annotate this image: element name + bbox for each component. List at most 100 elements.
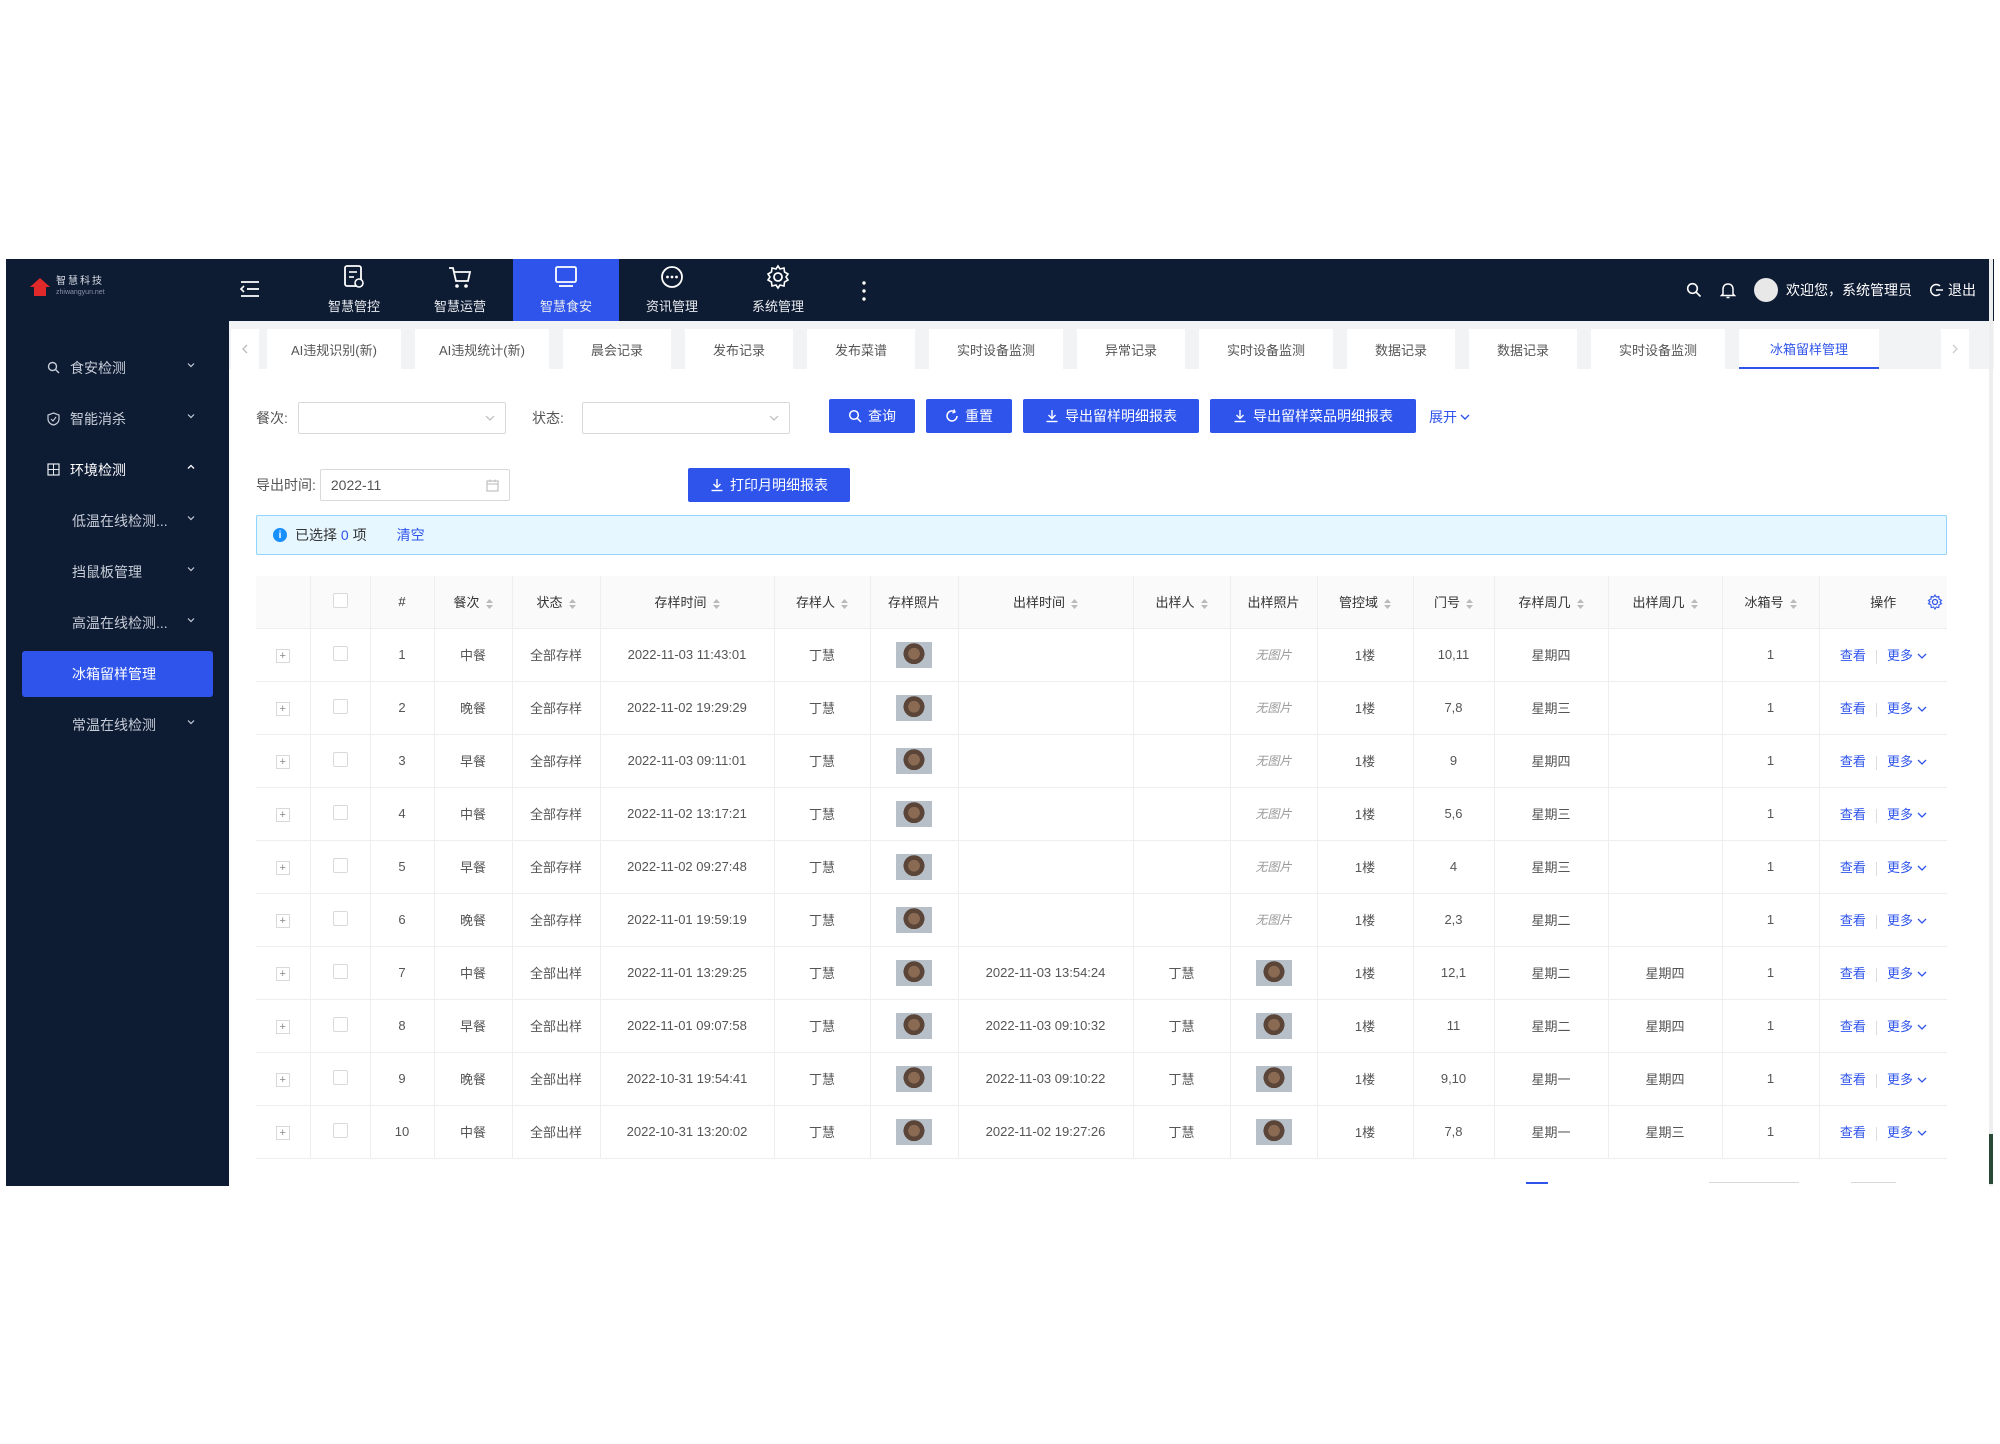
more-dropdown[interactable]: 更多 bbox=[1887, 1125, 1927, 1140]
tab-realtime-monitor-2[interactable]: 实时设备监测 bbox=[1199, 329, 1333, 369]
tab-publish-recipes[interactable]: 发布菜谱 bbox=[807, 329, 915, 369]
store-photo-thumbnail[interactable] bbox=[896, 641, 932, 668]
status-select[interactable] bbox=[582, 402, 790, 434]
sidebar-item-environment[interactable]: 环境检测 bbox=[6, 444, 229, 495]
view-link[interactable]: 查看 bbox=[1839, 913, 1866, 928]
user-menu[interactable]: 欢迎您，系统管理员 bbox=[1754, 278, 1912, 302]
tab-data-records-1[interactable]: 数据记录 bbox=[1347, 329, 1455, 369]
column-header-store-week[interactable]: 存样周几 bbox=[1494, 576, 1609, 629]
table-row[interactable]: +3 早餐 全部存样 2022-11-03 09:11:01 丁慧 无图片 1楼 9 星期四 1 查… bbox=[256, 734, 1947, 788]
store-photo-thumbnail[interactable] bbox=[896, 959, 932, 986]
tab-scroll-right[interactable] bbox=[1941, 329, 1969, 369]
out-photo-thumbnail[interactable] bbox=[1255, 1012, 1292, 1039]
expand-row-icon[interactable]: + bbox=[275, 1125, 290, 1140]
column-header-meal[interactable]: 餐次 bbox=[434, 576, 513, 629]
table-row[interactable]: +7 中餐 全部出样 2022-11-01 13:29:25 丁慧 2022-11-03 … bbox=[256, 946, 1947, 1000]
logout-button[interactable]: 退出 bbox=[1930, 280, 1976, 300]
store-photo-thumbnail[interactable] bbox=[896, 1065, 932, 1092]
column-header-out-time[interactable]: 出样时间 bbox=[958, 576, 1134, 629]
pagination-size-changer[interactable] bbox=[1709, 1182, 1799, 1186]
view-link[interactable]: 查看 bbox=[1839, 701, 1866, 716]
select-all-checkbox[interactable] bbox=[332, 592, 348, 608]
tab-morning-meeting[interactable]: 晨会记录 bbox=[563, 329, 671, 369]
expand-row-icon[interactable]: + bbox=[275, 860, 290, 875]
sidebar-item-food-safety[interactable]: 食安检测 bbox=[6, 342, 229, 393]
table-row[interactable]: +2 晚餐 全部存样 2022-11-02 19:29:29 丁慧 无图片 1楼 7,8 星期三… bbox=[256, 681, 1947, 735]
tab-ai-violation-stats[interactable]: AI违规统计(新) bbox=[415, 329, 549, 369]
more-dropdown[interactable]: 更多 bbox=[1887, 701, 1927, 716]
nav-system[interactable]: 系统管理 bbox=[725, 259, 831, 321]
view-link[interactable]: 查看 bbox=[1839, 807, 1866, 822]
table-row[interactable]: +1 中餐 全部存样 2022-11-03 11:43:01 丁慧 无图片 1楼 10,11 星… bbox=[256, 628, 1947, 682]
row-checkbox[interactable] bbox=[332, 1016, 348, 1032]
row-checkbox[interactable] bbox=[332, 910, 348, 926]
sidebar-subitem-high-temp[interactable]: 高温在线检测... bbox=[6, 597, 229, 648]
tab-ai-violation-recognition[interactable]: AI违规识别(新) bbox=[267, 329, 401, 369]
store-photo-thumbnail[interactable] bbox=[896, 800, 932, 827]
print-monthly-report-button[interactable]: 打印月明细报表 bbox=[688, 468, 850, 502]
column-header-store-time[interactable]: 存样时间 bbox=[600, 576, 775, 629]
column-header-fridge[interactable]: 冰箱号 bbox=[1722, 576, 1820, 629]
table-row[interactable]: +6 晚餐 全部存样 2022-11-01 19:59:19 丁慧 无图片 1楼 2,3 星期二… bbox=[256, 893, 1947, 947]
reset-button[interactable]: 重置 bbox=[926, 399, 1012, 433]
store-photo-thumbnail[interactable] bbox=[896, 1118, 932, 1145]
sidebar-subitem-fridge-sample[interactable]: 冰箱留样管理 bbox=[22, 651, 213, 697]
row-checkbox[interactable] bbox=[332, 751, 348, 767]
export-sample-detail-button[interactable]: 导出留样明细报表 bbox=[1023, 399, 1199, 433]
bell-icon[interactable] bbox=[1720, 282, 1736, 299]
more-dropdown[interactable]: 更多 bbox=[1887, 860, 1927, 875]
column-header-door[interactable]: 门号 bbox=[1413, 576, 1495, 629]
expand-row-icon[interactable]: + bbox=[275, 913, 290, 928]
more-dropdown[interactable]: 更多 bbox=[1887, 648, 1927, 663]
more-dropdown[interactable]: 更多 bbox=[1887, 1072, 1927, 1087]
scrollbar-thumb[interactable] bbox=[1989, 1134, 1993, 1184]
expand-filters-link[interactable]: 展开 bbox=[1429, 407, 1470, 427]
column-header-area[interactable]: 管控域 bbox=[1317, 576, 1414, 629]
row-checkbox[interactable] bbox=[332, 804, 348, 820]
more-dropdown[interactable]: 更多 bbox=[1887, 966, 1927, 981]
table-row[interactable]: +4 中餐 全部存样 2022-11-02 13:17:21 丁慧 无图片 1楼 5,6 星期三… bbox=[256, 787, 1947, 841]
sidebar-subitem-rat-board[interactable]: 挡鼠板管理 bbox=[6, 546, 229, 597]
table-row[interactable]: +10 中餐 全部出样 2022-10-31 13:20:02 丁慧 2022-11-02… bbox=[256, 1105, 1947, 1159]
expand-row-icon[interactable]: + bbox=[275, 966, 290, 981]
expand-row-icon[interactable]: + bbox=[275, 701, 290, 716]
more-dropdown[interactable]: 更多 bbox=[1887, 807, 1927, 822]
column-header-out-person[interactable]: 出样人 bbox=[1133, 576, 1231, 629]
store-photo-thumbnail[interactable] bbox=[896, 906, 932, 933]
store-photo-thumbnail[interactable] bbox=[896, 694, 932, 721]
row-checkbox[interactable] bbox=[332, 857, 348, 873]
table-row[interactable]: +9 晚餐 全部出样 2022-10-31 19:54:41 丁慧 2022-11-03 … bbox=[256, 1052, 1947, 1106]
nav-smart-control[interactable]: 智慧管控 bbox=[301, 259, 407, 321]
tab-scroll-left[interactable] bbox=[231, 329, 259, 369]
column-header-status[interactable]: 状态 bbox=[512, 576, 601, 629]
out-photo-thumbnail[interactable] bbox=[1255, 959, 1292, 986]
page-scrollbar[interactable] bbox=[1989, 259, 1993, 1186]
nav-smart-food-safety[interactable]: 智慧食安 bbox=[513, 259, 619, 321]
tab-exception-records[interactable]: 异常记录 bbox=[1077, 329, 1185, 369]
tab-publish-records[interactable]: 发布记录 bbox=[685, 329, 793, 369]
expand-row-icon[interactable]: + bbox=[275, 807, 290, 822]
column-header-out-week[interactable]: 出样周几 bbox=[1608, 576, 1723, 629]
pagination-current-page[interactable] bbox=[1526, 1182, 1548, 1186]
table-row[interactable]: +8 早餐 全部出样 2022-11-01 09:07:58 丁慧 2022-11-03 … bbox=[256, 999, 1947, 1053]
nav-news[interactable]: 资讯管理 bbox=[619, 259, 725, 321]
search-icon[interactable] bbox=[1686, 282, 1702, 298]
tab-realtime-monitor-1[interactable]: 实时设备监测 bbox=[929, 329, 1063, 369]
expand-row-icon[interactable]: + bbox=[275, 648, 290, 663]
store-photo-thumbnail[interactable] bbox=[896, 747, 932, 774]
clear-selection-link[interactable]: 清空 bbox=[396, 527, 425, 543]
view-link[interactable]: 查看 bbox=[1839, 966, 1866, 981]
sidebar-item-disinfection[interactable]: 智能消杀 bbox=[6, 393, 229, 444]
expand-row-icon[interactable]: + bbox=[275, 754, 290, 769]
view-link[interactable]: 查看 bbox=[1839, 1072, 1866, 1087]
out-photo-thumbnail[interactable] bbox=[1255, 1118, 1292, 1145]
column-header-store-person[interactable]: 存样人 bbox=[774, 576, 871, 629]
expand-row-icon[interactable]: + bbox=[275, 1072, 290, 1087]
row-checkbox[interactable] bbox=[332, 698, 348, 714]
query-button[interactable]: 查询 bbox=[829, 399, 915, 433]
export-dish-detail-button[interactable]: 导出留样菜品明细报表 bbox=[1210, 399, 1416, 433]
row-checkbox[interactable] bbox=[332, 1069, 348, 1085]
view-link[interactable]: 查看 bbox=[1839, 1125, 1866, 1140]
export-month-picker[interactable]: 2022-11 bbox=[319, 469, 510, 501]
menu-fold-icon[interactable] bbox=[239, 279, 261, 299]
